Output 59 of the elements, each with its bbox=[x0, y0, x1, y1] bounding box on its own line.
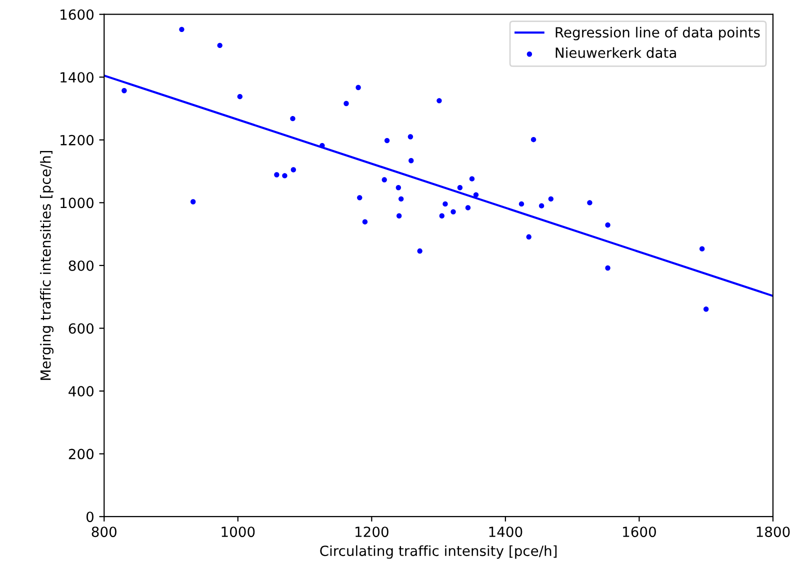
point bbox=[122, 88, 127, 94]
point bbox=[538, 203, 544, 208]
point bbox=[548, 196, 554, 202]
x-tick-label: 1800 bbox=[756, 526, 790, 538]
y-tick-label: 400 bbox=[68, 386, 94, 397]
point bbox=[703, 306, 709, 312]
y-axis-title: Merging traffic intensities [pce/h] bbox=[40, 150, 54, 380]
point bbox=[344, 100, 349, 106]
point bbox=[362, 219, 368, 224]
point bbox=[469, 176, 475, 182]
point bbox=[473, 192, 479, 198]
point bbox=[396, 213, 402, 218]
point bbox=[396, 185, 402, 190]
point bbox=[465, 205, 471, 210]
x-tick-label: 1000 bbox=[222, 526, 255, 538]
point bbox=[290, 167, 296, 172]
x-tick-label: 1400 bbox=[489, 526, 522, 538]
y-tick-label: 1200 bbox=[60, 134, 94, 146]
y-tick-label: 1000 bbox=[60, 198, 94, 208]
point bbox=[530, 137, 536, 142]
point bbox=[442, 201, 448, 207]
point bbox=[384, 138, 390, 144]
point bbox=[190, 199, 196, 204]
point bbox=[605, 265, 610, 271]
y-tick-label: 1400 bbox=[60, 72, 94, 83]
y-tick-label: 0 bbox=[86, 512, 94, 522]
point bbox=[436, 98, 442, 104]
point bbox=[382, 177, 387, 182]
point bbox=[320, 142, 325, 148]
point bbox=[518, 201, 524, 207]
x-tick-label: 1600 bbox=[623, 526, 656, 538]
point bbox=[356, 84, 361, 90]
point bbox=[417, 248, 422, 254]
point bbox=[179, 26, 184, 32]
point bbox=[457, 185, 463, 190]
point bbox=[408, 134, 414, 140]
point bbox=[526, 234, 532, 240]
point bbox=[274, 172, 280, 178]
legend-label: Regression line of data points bbox=[556, 26, 760, 40]
point bbox=[398, 196, 404, 202]
y-tick-label: 600 bbox=[68, 323, 94, 334]
x-axis-title: Circulating traffic intensity [pce/h] bbox=[320, 545, 557, 559]
point bbox=[450, 209, 456, 214]
point bbox=[290, 116, 296, 122]
point bbox=[699, 246, 705, 252]
point bbox=[439, 213, 444, 218]
point bbox=[217, 42, 222, 48]
point bbox=[282, 173, 288, 178]
legend-label: Nieuwerkerk data bbox=[556, 47, 676, 58]
x-tick-label: 800 bbox=[92, 526, 116, 538]
x-tick-label: 1200 bbox=[356, 526, 388, 538]
point bbox=[587, 200, 592, 206]
point bbox=[357, 195, 362, 200]
y-tick-label: 800 bbox=[68, 260, 94, 271]
point bbox=[237, 94, 243, 100]
y-tick-label: 200 bbox=[68, 448, 94, 460]
point bbox=[408, 158, 414, 164]
y-tick-label: 1600 bbox=[60, 9, 94, 20]
point bbox=[605, 222, 610, 228]
